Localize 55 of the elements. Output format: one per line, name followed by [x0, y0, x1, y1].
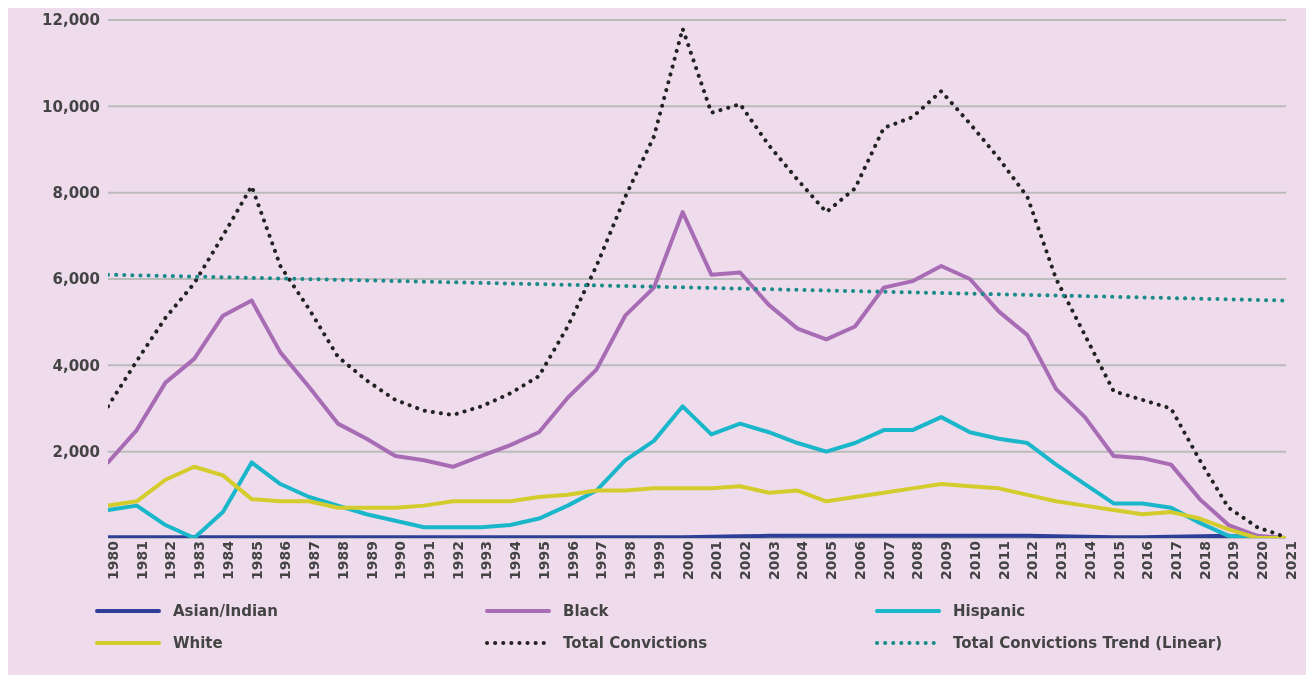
- x-tick-label: 1997: [593, 541, 610, 580]
- x-tick-label: 2005: [823, 541, 840, 580]
- x-tick-label: 2004: [794, 540, 811, 580]
- x-tick-label: 2006: [851, 541, 868, 580]
- legend-label: Total Convictions: [563, 634, 708, 652]
- y-tick-label: 12,000: [42, 11, 100, 30]
- legend-label: Total Convictions Trend (Linear): [953, 634, 1223, 652]
- y-tick-label: 4,000: [52, 356, 100, 375]
- x-tick-label: 1996: [564, 541, 581, 580]
- x-tick-label: 2001: [708, 541, 725, 580]
- x-tick-label: 1980: [104, 540, 121, 580]
- x-tick-label: 1986: [277, 541, 294, 580]
- x-tick-label: 2000: [679, 540, 696, 580]
- legend-label: Hispanic: [953, 602, 1026, 620]
- x-tick-label: 2015: [1110, 541, 1127, 580]
- x-tick-label: 1995: [535, 541, 552, 580]
- x-tick-label: 1985: [248, 541, 265, 580]
- x-tick-label: 2011: [995, 541, 1012, 580]
- x-tick-label: 1991: [420, 541, 437, 580]
- x-tick-label: 2010: [966, 540, 983, 580]
- x-tick-label: 2018: [1196, 541, 1213, 580]
- x-tick-label: 2012: [1024, 541, 1041, 580]
- x-tick-label: 1988: [334, 541, 351, 580]
- x-tick-label: 2013: [1053, 541, 1070, 580]
- legend-label: Black: [563, 602, 609, 620]
- x-tick-label: 2016: [1139, 541, 1156, 580]
- y-tick-label: 6,000: [52, 270, 100, 289]
- x-tick-label: 2009: [938, 541, 955, 580]
- x-tick-label: 1999: [650, 541, 667, 580]
- x-tick-label: 1981: [133, 541, 150, 580]
- x-tick-label: 1982: [162, 541, 179, 580]
- x-tick-label: 2014: [1081, 540, 1098, 580]
- x-tick-label: 2008: [909, 541, 926, 580]
- y-tick-label: 2,000: [52, 442, 100, 461]
- x-tick-label: 2002: [737, 541, 754, 580]
- x-tick-label: 1983: [191, 541, 208, 580]
- x-tick-label: 2003: [765, 541, 782, 580]
- x-tick-label: 2020: [1254, 540, 1271, 580]
- y-tick-label: 10,000: [42, 97, 100, 116]
- x-tick-label: 1994: [507, 540, 524, 580]
- y-tick-label: 8,000: [52, 183, 100, 202]
- x-tick-label: 2021: [1282, 541, 1299, 580]
- x-tick-label: 1987: [306, 541, 323, 580]
- x-tick-label: 1984: [219, 540, 236, 580]
- x-tick-label: 1990: [392, 540, 409, 580]
- legend-label: Asian/Indian: [173, 602, 278, 620]
- legend-label: White: [173, 634, 223, 652]
- x-tick-label: 1998: [622, 541, 639, 580]
- x-tick-label: 1993: [478, 541, 495, 580]
- x-tick-label: 2007: [880, 541, 897, 580]
- x-tick-label: 1989: [363, 541, 380, 580]
- line-series: [108, 464, 1286, 538]
- x-tick-label: 2017: [1168, 541, 1185, 580]
- x-tick-label: 1992: [449, 541, 466, 580]
- x-tick-label: 2019: [1225, 541, 1242, 580]
